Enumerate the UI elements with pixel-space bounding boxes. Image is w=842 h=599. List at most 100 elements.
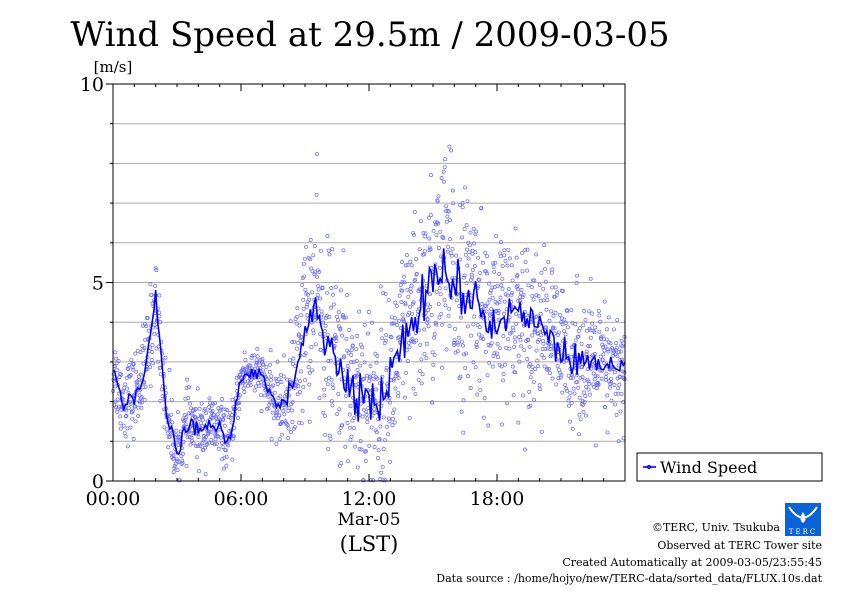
data-point bbox=[500, 422, 504, 427]
data-point bbox=[395, 372, 400, 377]
data-point bbox=[204, 411, 209, 415]
data-point bbox=[295, 314, 300, 319]
data-point bbox=[287, 406, 292, 410]
data-point bbox=[368, 363, 373, 368]
data-point bbox=[324, 377, 329, 382]
data-point bbox=[365, 416, 370, 421]
data-point bbox=[505, 263, 510, 268]
data-point bbox=[138, 372, 143, 377]
data-point bbox=[618, 409, 623, 414]
data-point bbox=[411, 300, 416, 305]
data-point bbox=[417, 247, 422, 252]
data-point bbox=[138, 350, 143, 354]
data-point bbox=[461, 430, 466, 435]
data-point bbox=[402, 280, 407, 285]
mean-line bbox=[112, 248, 626, 456]
data-point bbox=[573, 338, 578, 343]
data-point bbox=[362, 407, 366, 412]
data-point bbox=[604, 327, 609, 332]
data-point bbox=[412, 232, 416, 237]
data-point bbox=[491, 261, 496, 266]
data-point bbox=[166, 445, 171, 450]
data-point bbox=[560, 390, 565, 395]
data-point bbox=[554, 382, 559, 387]
data-point bbox=[473, 250, 478, 255]
data-point bbox=[227, 410, 232, 415]
data-point bbox=[510, 278, 515, 283]
data-point bbox=[577, 412, 582, 417]
data-point bbox=[212, 442, 217, 447]
data-point bbox=[152, 331, 157, 336]
data-point bbox=[456, 342, 461, 347]
data-point bbox=[523, 248, 528, 253]
data-point bbox=[614, 412, 619, 417]
data-point bbox=[353, 444, 358, 449]
data-point bbox=[463, 292, 468, 297]
data-point bbox=[282, 405, 287, 410]
data-point bbox=[568, 376, 573, 381]
data-point bbox=[441, 169, 446, 174]
data-point bbox=[309, 345, 314, 349]
data-point bbox=[433, 320, 438, 325]
data-point bbox=[379, 470, 384, 475]
data-point bbox=[304, 244, 308, 249]
data-point bbox=[169, 451, 174, 456]
data-point bbox=[533, 367, 538, 372]
data-point bbox=[400, 312, 405, 317]
data-point bbox=[113, 350, 118, 355]
data-point bbox=[367, 443, 372, 448]
data-point bbox=[363, 449, 368, 454]
data-point bbox=[479, 336, 484, 341]
data-point bbox=[151, 361, 156, 366]
data-point bbox=[604, 337, 609, 342]
chart-title: Wind Speed at 29.5m / 2009-03-05 bbox=[70, 15, 669, 55]
data-point bbox=[466, 374, 471, 379]
data-point bbox=[442, 165, 447, 170]
data-point bbox=[551, 313, 556, 318]
data-point bbox=[568, 419, 572, 424]
data-point bbox=[432, 332, 437, 337]
data-point bbox=[494, 234, 499, 239]
data-point bbox=[350, 335, 355, 340]
data-point bbox=[379, 327, 384, 332]
data-point bbox=[252, 353, 257, 358]
data-point bbox=[474, 345, 479, 349]
data-point bbox=[131, 367, 136, 372]
data-point bbox=[330, 382, 335, 387]
data-point bbox=[384, 368, 389, 373]
data-point bbox=[124, 408, 129, 413]
data-point bbox=[275, 408, 279, 413]
data-point bbox=[314, 192, 319, 197]
data-point bbox=[516, 298, 521, 303]
data-point bbox=[212, 422, 217, 427]
data-point bbox=[301, 306, 306, 311]
data-point bbox=[234, 381, 239, 386]
data-point bbox=[315, 151, 319, 156]
data-point bbox=[133, 419, 138, 424]
data-point bbox=[471, 360, 476, 365]
data-point bbox=[404, 370, 409, 375]
data-point bbox=[330, 247, 335, 252]
data-point bbox=[322, 387, 327, 392]
data-point bbox=[268, 362, 273, 367]
data-point bbox=[499, 364, 504, 369]
x-date-label: Mar-05 bbox=[337, 510, 400, 530]
data-point bbox=[208, 417, 213, 422]
data-point bbox=[254, 384, 258, 389]
data-point bbox=[505, 401, 510, 406]
data-point bbox=[143, 384, 148, 389]
data-point bbox=[390, 416, 395, 421]
data-point bbox=[538, 311, 543, 316]
data-point bbox=[243, 383, 248, 388]
data-point bbox=[604, 371, 609, 376]
data-point bbox=[301, 297, 306, 302]
data-point bbox=[536, 294, 541, 299]
data-point bbox=[425, 320, 430, 325]
data-point bbox=[313, 342, 318, 347]
data-point bbox=[514, 255, 519, 260]
data-point bbox=[127, 363, 132, 367]
data-point bbox=[338, 326, 343, 331]
data-point bbox=[567, 395, 572, 400]
data-point bbox=[593, 325, 598, 330]
